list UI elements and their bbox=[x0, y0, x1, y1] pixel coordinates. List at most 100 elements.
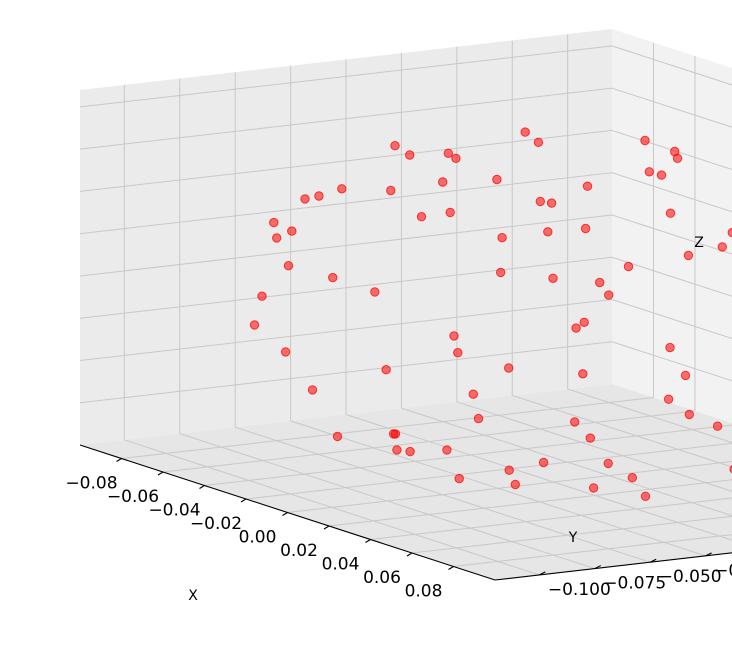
z-grid-side bbox=[79, 172, 613, 235]
data-point bbox=[454, 473, 464, 484]
data-point bbox=[314, 191, 324, 201]
data-point bbox=[307, 385, 318, 395]
data-point bbox=[449, 331, 459, 341]
y-grid-floor bbox=[401, 407, 732, 517]
data-point bbox=[712, 421, 723, 431]
x-tick-label: 0.08 bbox=[405, 582, 443, 602]
x-tick-label: 0.00 bbox=[239, 528, 277, 548]
data-point bbox=[520, 127, 530, 137]
y-axis-label: Y bbox=[568, 530, 578, 546]
z-grid-side bbox=[79, 256, 613, 319]
z-grid-side bbox=[79, 87, 613, 150]
data-point bbox=[370, 287, 380, 297]
y-grid-floor bbox=[290, 420, 706, 557]
data-point bbox=[332, 431, 343, 442]
data-point bbox=[717, 242, 727, 252]
y-tick-label: −0.075 bbox=[603, 574, 666, 594]
data-point bbox=[579, 317, 589, 327]
data-point bbox=[627, 473, 637, 483]
axes-panes bbox=[80, 29, 732, 580]
y-tick-mark bbox=[539, 571, 546, 576]
data-point bbox=[392, 445, 402, 455]
x-tick-label: −0.04 bbox=[148, 501, 200, 521]
data-point bbox=[473, 413, 484, 424]
x-tick-label: −0.06 bbox=[107, 487, 159, 507]
y-grid-floor bbox=[179, 433, 595, 570]
z-grid-back bbox=[611, 299, 732, 340]
x-tick-mark bbox=[282, 512, 288, 516]
data-point bbox=[644, 167, 654, 177]
y-grid-floor bbox=[235, 426, 651, 563]
data-point bbox=[496, 267, 506, 278]
data-point bbox=[665, 208, 676, 218]
data-point bbox=[571, 323, 581, 333]
data-point bbox=[680, 370, 691, 381]
data-point bbox=[623, 261, 634, 272]
data-point bbox=[640, 491, 651, 501]
data-point bbox=[570, 417, 580, 427]
z-grid-back bbox=[611, 256, 732, 297]
x-tick-label: −0.08 bbox=[65, 474, 117, 494]
data-point bbox=[546, 198, 557, 208]
x-axis-label: X bbox=[188, 588, 198, 604]
y-tick-mark bbox=[705, 552, 712, 557]
y-grid-floor bbox=[345, 414, 732, 541]
data-point bbox=[405, 446, 415, 457]
data-point bbox=[670, 146, 680, 157]
y-axis-line bbox=[494, 552, 732, 581]
y-grid-floor bbox=[512, 394, 732, 468]
x-tick-mark bbox=[323, 525, 330, 530]
data-point bbox=[451, 153, 461, 164]
data-point bbox=[548, 273, 558, 283]
z-grid-side bbox=[79, 298, 613, 361]
z-grid-back bbox=[611, 45, 732, 86]
data-point bbox=[443, 148, 453, 159]
z-grid-side bbox=[79, 129, 613, 192]
data-point bbox=[604, 290, 614, 300]
x-tick-mark bbox=[240, 498, 247, 503]
data-point bbox=[504, 465, 514, 475]
data-point bbox=[729, 464, 732, 474]
data-point bbox=[445, 207, 455, 218]
x-tick-label: 0.02 bbox=[280, 541, 318, 561]
x-tick-mark bbox=[157, 471, 164, 476]
x-tick-label: −0.02 bbox=[190, 514, 242, 534]
data-point bbox=[497, 233, 507, 243]
x-tick-mark bbox=[406, 552, 413, 557]
data-point bbox=[283, 261, 294, 271]
y-grid-floor bbox=[124, 439, 540, 576]
data-point bbox=[257, 291, 267, 301]
data-point bbox=[438, 177, 448, 187]
data-point bbox=[603, 458, 613, 469]
y-grid-floor bbox=[456, 401, 732, 492]
z-grid-side bbox=[79, 341, 613, 404]
floor-pane bbox=[80, 384, 732, 580]
data-point bbox=[538, 457, 549, 468]
data-point bbox=[453, 348, 463, 358]
data-point bbox=[683, 250, 694, 261]
data-point bbox=[269, 217, 279, 228]
data-point bbox=[492, 174, 502, 185]
x-tick-label: 0.06 bbox=[363, 568, 401, 588]
y-tick-label: −0.025 bbox=[714, 561, 732, 581]
data-point bbox=[287, 226, 297, 236]
back-pane bbox=[612, 29, 732, 424]
x-tick-mark bbox=[199, 485, 205, 489]
data-point bbox=[390, 141, 400, 151]
data-point bbox=[416, 212, 427, 222]
data-point bbox=[249, 320, 260, 330]
data-point bbox=[328, 272, 338, 283]
data-point bbox=[727, 227, 732, 238]
data-point bbox=[580, 223, 591, 234]
y-tick-label: −0.100 bbox=[548, 580, 611, 600]
data-point bbox=[588, 483, 599, 493]
data-point bbox=[468, 389, 478, 399]
z-grid-back bbox=[611, 214, 732, 255]
z-grid-side bbox=[79, 45, 613, 108]
data-point bbox=[535, 196, 545, 207]
x-tick-mark bbox=[365, 539, 371, 543]
z-grid-back bbox=[611, 341, 732, 382]
data-point bbox=[582, 181, 593, 191]
z-grid-back bbox=[611, 87, 732, 128]
y-tick-label: −0.050 bbox=[659, 567, 722, 587]
